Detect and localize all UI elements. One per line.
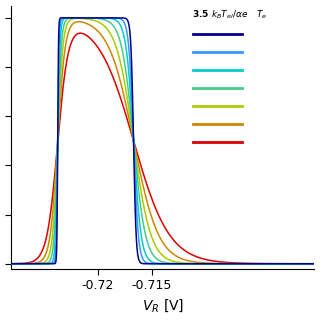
Text: 3.5 $k_B T_{el}/\alpha e$   $T_e$: 3.5 $k_B T_{el}/\alpha e$ $T_e$ <box>192 8 267 21</box>
X-axis label: $V_R$ [V]: $V_R$ [V] <box>142 298 184 315</box>
